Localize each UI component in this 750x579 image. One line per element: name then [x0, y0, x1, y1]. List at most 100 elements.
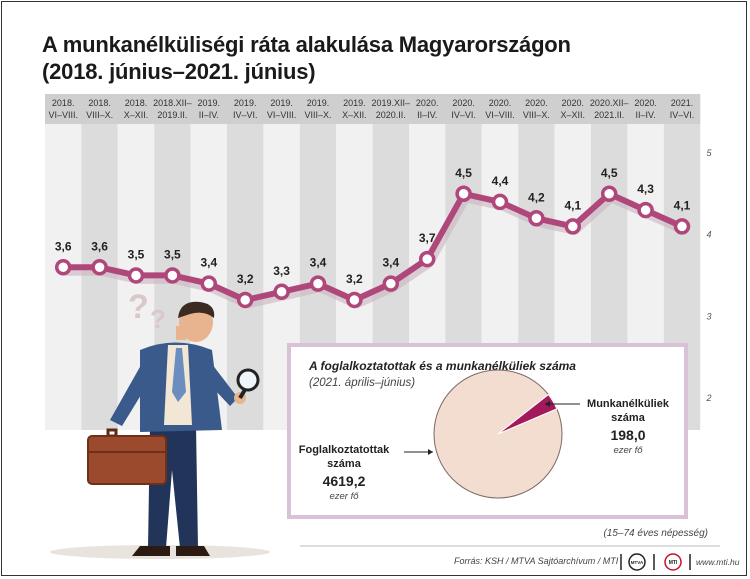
- x-tick-label: 2019.: [343, 98, 366, 108]
- x-tick-label: 2021.II.: [594, 110, 624, 120]
- data-label: 4,3: [637, 182, 654, 196]
- inset-title: A foglalkoztatottak és a munkanélküliek …: [308, 359, 576, 373]
- unemployed-unit: ezer fő: [613, 445, 643, 456]
- x-tick-label: 2018.: [88, 98, 111, 108]
- data-label: 4,4: [492, 174, 509, 188]
- data-label: 4,1: [674, 198, 691, 212]
- x-tick-label: VIII–X.: [523, 110, 550, 120]
- data-point: [127, 267, 145, 284]
- businessman-illustration: ? ?: [50, 288, 270, 559]
- unemployed-label: száma: [611, 412, 646, 424]
- x-tick-label: 2019.II.: [157, 110, 187, 120]
- x-tick-label: 2018.XII–: [153, 98, 192, 108]
- x-tick-label: 2020.II.: [376, 110, 406, 120]
- y-tick-label: 4: [706, 230, 711, 240]
- x-tick-label: VIII–X.: [304, 110, 331, 120]
- arm: [198, 355, 238, 406]
- x-tick-label: IV–VI.: [670, 110, 695, 120]
- data-label: 3,4: [382, 256, 399, 270]
- x-tick-label: 2019.: [234, 98, 257, 108]
- y-axis-ticks: 5 4 3 2: [705, 148, 712, 403]
- x-tick-label: II–IV.: [199, 110, 219, 120]
- x-tick-label: 2020.XII–: [590, 98, 629, 108]
- unemployed-value: 198,0: [610, 427, 645, 443]
- x-tick-label: 2019.: [198, 98, 221, 108]
- x-tick-label: 2020.: [452, 98, 475, 108]
- data-point: [564, 218, 582, 235]
- data-point: [236, 291, 254, 309]
- mtva-logo-icon: [628, 553, 646, 571]
- x-tick-label: II–IV.: [636, 110, 656, 120]
- x-tick-label: 2020.: [489, 98, 512, 108]
- x-tick-label: X–XII.: [124, 110, 149, 120]
- x-tick-label: X–XII.: [342, 110, 367, 120]
- line-series: [54, 185, 691, 309]
- chart-title: A munkanélküliségi ráta alakulása Magyar…: [42, 32, 571, 57]
- x-tick-label: VIII–X.: [86, 110, 113, 120]
- data-label: 3,4: [310, 256, 327, 270]
- x-tick-label: VI–VIII.: [48, 110, 78, 120]
- pie-chart: [433, 369, 563, 499]
- magnifier-icon: [236, 368, 260, 392]
- data-point: [200, 275, 218, 292]
- data-point: [418, 250, 436, 268]
- question-mark-icon: ?: [150, 304, 166, 334]
- y-tick-label: 3: [706, 311, 711, 321]
- y-tick-label: 5: [706, 148, 712, 158]
- x-tick-label: 2018.: [125, 98, 148, 108]
- site-url: www.mti.hu: [696, 557, 740, 567]
- x-tick-label: 2018.: [52, 98, 75, 108]
- x-tick-label: VI–VIII.: [267, 110, 297, 120]
- data-label: 4,2: [528, 190, 545, 204]
- employed-label: száma: [327, 458, 362, 470]
- data-point: [273, 283, 290, 301]
- data-label: 3,3: [273, 264, 290, 278]
- briefcase-icon: [87, 435, 167, 485]
- x-tick-label: 2019.XII–: [372, 98, 411, 108]
- x-tick-label: II–IV.: [417, 110, 437, 120]
- data-point: [491, 193, 509, 211]
- x-tick-label: X–XII.: [561, 110, 586, 120]
- x-tick-label: 2019.: [270, 98, 293, 108]
- x-tick-label: IV–VI.: [233, 110, 258, 120]
- arrow-icon: [428, 449, 433, 455]
- data-label: 4,5: [601, 166, 618, 180]
- shoe: [132, 546, 170, 556]
- x-tick-label: 2021.: [671, 98, 694, 108]
- chart-subtitle: (2018. június–2021. június): [42, 59, 316, 84]
- data-point: [164, 267, 181, 284]
- data-label: 3,5: [164, 247, 181, 261]
- data-point: [54, 259, 72, 276]
- x-tick-label: 2020.: [634, 98, 657, 108]
- unemployed-label: Munkanélküliek: [587, 398, 670, 410]
- data-label: 4,1: [564, 198, 581, 212]
- x-tick-label: 2020.: [416, 98, 439, 108]
- data-point: [91, 259, 108, 276]
- x-tick-label: 2020.: [562, 98, 585, 108]
- y-tick-label: 2: [705, 393, 711, 403]
- employed-label: Foglalkoztatottak: [299, 444, 390, 456]
- data-point: [673, 218, 691, 235]
- mti-logo-icon: [664, 553, 682, 571]
- data-label: 4,5: [455, 166, 472, 180]
- data-point: [309, 275, 327, 292]
- arm: [110, 358, 155, 426]
- data-label: 3,6: [55, 239, 72, 253]
- employed-value: 4619,2: [323, 473, 366, 489]
- shoe: [176, 546, 210, 556]
- data-point: [600, 185, 618, 202]
- data-point: [455, 185, 472, 202]
- data-label: 3,2: [237, 272, 254, 286]
- column-headers: 2018. VI–VIII. 2018. VIII–X. 2018. X–XII. 2018…: [45, 94, 701, 124]
- data-label: 3,6: [91, 239, 108, 253]
- x-tick-label: VI–VIII.: [485, 110, 515, 120]
- mtva-logo-text: MTVA: [631, 560, 644, 565]
- inset-subtitle: (2021. április–június): [309, 377, 415, 389]
- header-bar: [45, 94, 701, 124]
- data-point: [382, 275, 400, 292]
- data-label: 3,5: [128, 247, 145, 261]
- data-point: [637, 201, 654, 219]
- neck: [176, 326, 186, 340]
- data-label: 3,4: [200, 256, 217, 270]
